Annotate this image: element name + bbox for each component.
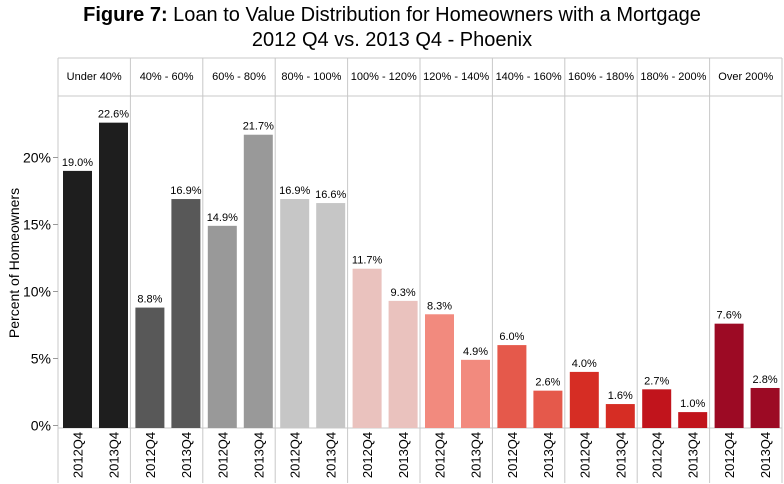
x-category-label: 2012Q4 xyxy=(433,432,448,478)
bar xyxy=(135,307,165,428)
data-label: 1.0% xyxy=(680,398,705,410)
x-category-label: 2012Q4 xyxy=(722,432,737,478)
bar xyxy=(171,199,201,428)
x-category-label: 2013Q4 xyxy=(396,432,411,478)
data-label: 4.0% xyxy=(572,358,597,370)
x-category-label: 2012Q4 xyxy=(215,432,230,478)
panel-label: 160% - 180% xyxy=(568,71,634,83)
bar xyxy=(569,371,599,428)
x-category-label: 2013Q4 xyxy=(686,432,701,478)
data-label: 2.8% xyxy=(753,374,778,386)
y-tick-label: 5% xyxy=(31,351,51,367)
bar xyxy=(388,300,418,428)
x-category-label: 2012Q4 xyxy=(288,432,303,478)
data-label: 8.3% xyxy=(427,300,452,312)
title-figure-prefix: Figure 7: xyxy=(83,4,168,26)
bar xyxy=(63,170,92,428)
y-axis-label: Percent of Homeowners xyxy=(6,188,22,338)
bar xyxy=(678,412,708,428)
bar xyxy=(533,390,563,428)
panel-label: 80% - 100% xyxy=(281,71,341,83)
panel-label: 60% - 80% xyxy=(212,71,266,83)
bar xyxy=(352,268,382,428)
x-category-label: 2013Q4 xyxy=(251,432,266,478)
data-label: 7.6% xyxy=(717,310,742,322)
title-main: Loan to Value Distribution for Homeowner… xyxy=(167,4,701,26)
bar xyxy=(243,134,273,428)
y-tick-label: 15% xyxy=(23,217,51,233)
bar xyxy=(642,389,672,428)
bar xyxy=(605,404,635,428)
x-category-label: 2012Q4 xyxy=(577,432,592,478)
bar xyxy=(497,345,527,428)
data-label: 1.6% xyxy=(608,390,633,402)
panel-label: 120% - 140% xyxy=(423,71,489,83)
panel-label: 140% - 160% xyxy=(496,71,562,83)
y-tick-label: 20% xyxy=(23,150,51,166)
data-label: 8.8% xyxy=(137,294,162,306)
bar xyxy=(461,359,490,428)
panel-label: 180% - 200% xyxy=(640,71,706,83)
panel-label: Under 40% xyxy=(67,71,122,83)
x-category-label: 2013Q4 xyxy=(469,432,484,478)
panel-label: 100% - 120% xyxy=(351,71,417,83)
y-tick-label: 10% xyxy=(23,284,51,300)
data-label: 19.0% xyxy=(62,157,93,169)
x-category-label: 2012Q4 xyxy=(71,432,86,478)
data-label: 11.7% xyxy=(352,255,383,267)
bar xyxy=(714,323,744,428)
bar xyxy=(99,122,128,428)
data-label: 21.7% xyxy=(243,121,274,133)
data-label: 16.9% xyxy=(279,185,310,197)
x-category-label: 2012Q4 xyxy=(143,432,158,478)
bar xyxy=(750,387,780,428)
x-category-label: 2012Q4 xyxy=(360,432,375,478)
data-label: 16.9% xyxy=(170,185,201,197)
bar xyxy=(280,199,310,428)
x-category-label: 2013Q4 xyxy=(758,432,773,478)
bar xyxy=(425,314,454,428)
data-label: 4.9% xyxy=(463,346,488,358)
x-category-label: 2013Q4 xyxy=(613,432,628,478)
data-label: 14.9% xyxy=(207,212,238,224)
data-label: 2.6% xyxy=(535,377,560,389)
panel-label: Over 200% xyxy=(718,71,773,83)
x-category-label: 2012Q4 xyxy=(505,432,520,478)
data-label: 16.6% xyxy=(315,189,346,201)
panel-label: 40% - 60% xyxy=(140,71,194,83)
y-tick-label: 0% xyxy=(31,418,51,434)
title-line-1: Figure 7: Loan to Value Distribution for… xyxy=(0,3,784,28)
chart-title: Figure 7: Loan to Value Distribution for… xyxy=(0,3,784,53)
data-label: 9.3% xyxy=(391,287,416,299)
data-label: 22.6% xyxy=(98,109,129,121)
x-category-label: 2013Q4 xyxy=(179,432,194,478)
data-label: 6.0% xyxy=(499,331,524,343)
data-label: 2.7% xyxy=(644,375,669,387)
x-category-label: 2013Q4 xyxy=(541,432,556,478)
x-category-label: 2012Q4 xyxy=(650,432,665,478)
bar xyxy=(316,203,346,428)
x-category-label: 2013Q4 xyxy=(324,432,339,478)
x-category-label: 2013Q4 xyxy=(107,432,122,478)
bar xyxy=(207,225,237,428)
title-subtitle: 2012 Q4 vs. 2013 Q4 - Phoenix xyxy=(251,29,533,51)
